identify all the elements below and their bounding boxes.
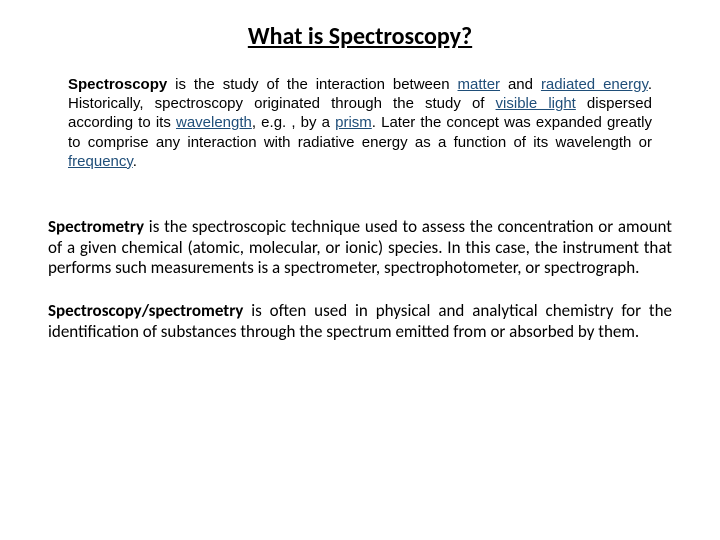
text: is the study of the interaction between xyxy=(167,76,457,93)
text: . xyxy=(133,153,137,170)
link-frequency[interactable]: frequency xyxy=(68,153,133,170)
paragraph-3: Spectroscopy/spectrometry is often used … xyxy=(48,301,672,342)
paragraph-2: Spectrometry is the spectroscopic techni… xyxy=(48,217,672,279)
link-radiated-energy[interactable]: radiated energy xyxy=(541,76,648,93)
term-spectrometry: Spectrometry xyxy=(48,216,144,237)
term-spectroscopy-spectrometry: Spectroscopy/spectrometry xyxy=(48,300,243,321)
link-matter[interactable]: matter xyxy=(458,76,501,93)
paragraph-1: Spectroscopy is the study of the interac… xyxy=(68,75,652,171)
page-title: What is Spectroscopy? xyxy=(48,22,672,51)
link-prism[interactable]: prism xyxy=(335,114,372,131)
link-wavelength[interactable]: wavelength xyxy=(176,114,252,131)
term-spectroscopy: Spectroscopy xyxy=(68,76,167,93)
text: , e.g. , by a xyxy=(252,114,335,131)
text: and xyxy=(500,76,541,93)
link-visible-light[interactable]: visible light xyxy=(496,95,576,112)
